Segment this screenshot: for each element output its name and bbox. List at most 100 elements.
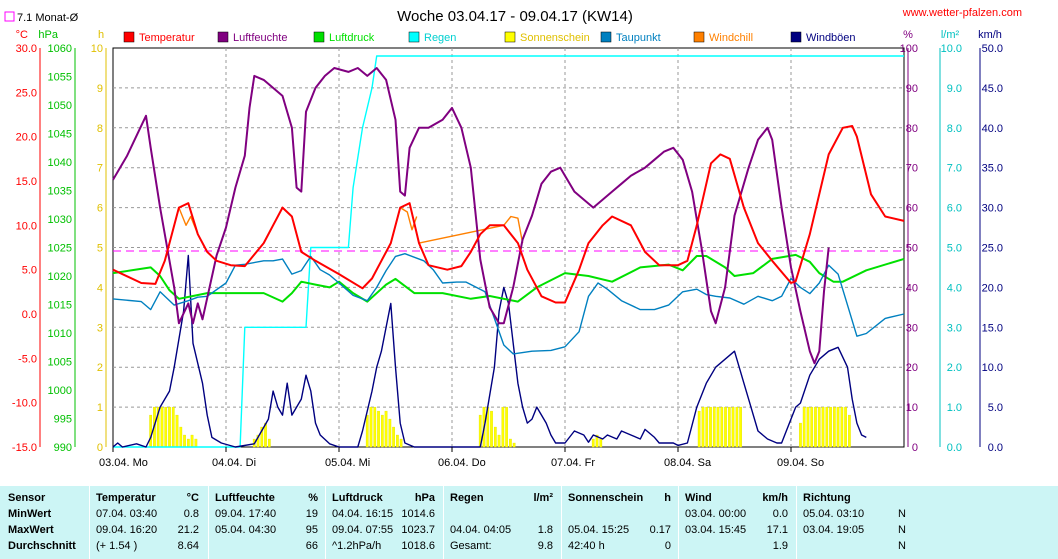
stats-cell-value: 8.64 — [177, 540, 199, 552]
stats-cell-value: 21.2 — [177, 524, 199, 536]
pressure-unit-label: hPa — [38, 29, 58, 41]
stats-cell-value: 1018.6 — [401, 540, 435, 552]
stats-cell-time: 05.04. 04:30 — [215, 524, 277, 536]
sunshine-bar — [186, 438, 190, 448]
sunshine-bar — [836, 406, 840, 448]
stats-cell-time: ^1.2hPa/h — [332, 540, 382, 552]
humidity-tick-label: 70 — [906, 163, 918, 175]
stats-cell-value: 0.8 — [183, 508, 199, 520]
temp-unit-label: °C — [16, 29, 28, 41]
monthly-avg-swatch — [4, 11, 15, 22]
sunshine-bar — [396, 434, 399, 448]
pressure-tick-label: 1005 — [48, 357, 72, 369]
x-tick-label: 06.04. Do — [438, 457, 486, 469]
stats-column: Sonnenschein h 05.04. 15:25 0.17 42:40 h 0 — [561, 486, 677, 559]
x-tick-label: 07.04. Fr — [551, 457, 595, 469]
legend-label: Windchill — [709, 32, 753, 44]
humidity-tick-label: 20 — [906, 362, 918, 374]
sunshine-bar — [194, 438, 198, 448]
stats-column: Temperatur °C 07.04. 03:40 0.8 09.04. 16:20 2… — [89, 486, 205, 559]
legend-swatch — [693, 31, 705, 43]
sunshine-bar — [716, 406, 720, 448]
pressure-tick-label: 995 — [54, 414, 72, 426]
humidity-tick-label: 40 — [906, 282, 918, 294]
stats-cell-value: N — [898, 524, 906, 536]
series-line-luftfeuchte — [112, 67, 830, 365]
sun-tick-label: 8 — [97, 123, 103, 135]
sunshine-bar — [399, 438, 403, 448]
sunshine-bar — [806, 406, 810, 448]
sunshine-bar — [844, 406, 847, 448]
rain-tick-label: 9.0 — [947, 83, 962, 95]
legend-swatch — [504, 31, 516, 43]
stats-cell-value: 0.0 — [772, 508, 788, 520]
sunshine-bar — [373, 406, 377, 448]
pressure-tick-label: 1035 — [48, 186, 72, 198]
sunshine-bar — [512, 442, 516, 448]
site-url: www.wetter-pfalzen.com — [902, 7, 1022, 19]
legend-swatch — [123, 31, 135, 43]
stats-cell-value: 66 — [305, 540, 318, 552]
rain-tick-label: 1.0 — [947, 402, 962, 414]
sunshine-bar — [814, 406, 817, 448]
stats-cell-time: 42:40 h — [568, 540, 605, 552]
sunshine-bar — [183, 434, 186, 448]
temp-tick-label: 5.0 — [22, 265, 37, 277]
stats-cell-value: 1014.6 — [401, 508, 435, 520]
sunshine-bar — [380, 414, 384, 448]
sunshine-bar — [727, 406, 731, 448]
stats-row-label: Sensor — [8, 492, 46, 504]
stats-cell-time: 04.04. 04:05 — [450, 524, 512, 536]
sunshine-bar — [705, 406, 709, 448]
plot-frame — [112, 47, 905, 448]
sunshine-bar — [388, 418, 392, 448]
stats-column-title: Temperatur — [96, 492, 156, 504]
stats-cell-time: 03.04. 15:45 — [685, 524, 747, 536]
stats-column-unit: h — [664, 492, 671, 504]
temp-tick-label: 25.0 — [16, 87, 37, 99]
humidity-tick-label: 10 — [906, 402, 918, 414]
grid — [113, 48, 904, 447]
monthly-avg-legend: 7.1 Monat-Ø — [4, 11, 79, 24]
legend-swatch — [600, 31, 612, 43]
sunshine-bar — [735, 406, 739, 448]
stats-cell-time: 09.04. 07:55 — [332, 524, 394, 536]
chart-title: Woche 03.04.17 - 09.04.17 (KW14) — [397, 8, 633, 25]
stats-column-unit: hPa — [414, 492, 435, 504]
stats-cell-time: 09.04. 17:40 — [215, 508, 277, 520]
sun-tick-label: 2 — [97, 362, 103, 374]
stats-cell-value: 0 — [664, 540, 671, 552]
sunshine-bar — [509, 438, 512, 448]
sunshine-bar — [149, 414, 153, 448]
sunshine-bar — [490, 410, 493, 448]
legend-swatch — [313, 31, 325, 43]
stats-row-label: Durchschnitt — [8, 540, 76, 552]
sunshine-bar — [724, 406, 727, 448]
humidity-tick-label: 80 — [906, 123, 918, 135]
sunshine-bar — [720, 406, 724, 448]
stats-cell-time: 05.04. 03:10 — [803, 508, 865, 520]
stats-column: Richtung 05.04. 03:10 N 03.04. 19:05 N N — [796, 486, 912, 559]
sunshine-bar — [799, 422, 802, 448]
sunshine-bar — [701, 406, 705, 448]
sunshine-bar — [591, 438, 595, 448]
stats-column-title: Wind — [685, 492, 712, 504]
temp-tick-label: 10.0 — [16, 220, 37, 232]
stats-column: Wind km/h 03.04. 00:00 0.0 03.04. 15:45 17.1 1… — [678, 486, 794, 559]
stats-cell-time: 09.04. 16:20 — [96, 524, 158, 536]
sunshine-bar — [160, 406, 164, 448]
legend-label: Regen — [424, 32, 456, 44]
temp-tick-label: -5.0 — [18, 353, 37, 365]
sun-tick-label: 0 — [97, 442, 103, 454]
wind-tick-label: 50.0 — [982, 43, 1003, 55]
series-line-windböen — [112, 254, 867, 448]
rain-tick-label: 6.0 — [947, 203, 962, 215]
wind-tick-label: 10.0 — [982, 362, 1003, 374]
pressure-tick-label: 1030 — [48, 214, 72, 226]
humidity-unit-label: % — [903, 29, 913, 41]
sunshine-bar — [256, 434, 260, 448]
sunshine-bar — [164, 406, 168, 448]
pressure-tick-label: 990 — [54, 442, 72, 454]
stats-cell-value: 1023.7 — [401, 524, 435, 536]
